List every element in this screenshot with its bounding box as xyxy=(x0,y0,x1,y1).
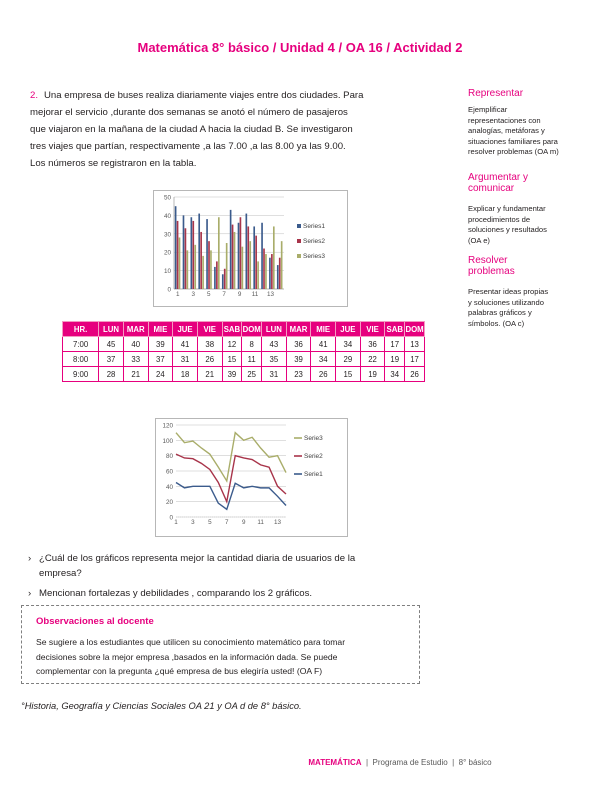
svg-text:50: 50 xyxy=(164,195,172,202)
svg-text:Serie3: Serie3 xyxy=(304,435,323,442)
svg-text:1: 1 xyxy=(174,519,178,526)
svg-text:13: 13 xyxy=(267,291,275,298)
svg-text:11: 11 xyxy=(257,519,264,526)
svg-text:5: 5 xyxy=(207,291,211,298)
svg-text:120: 120 xyxy=(162,423,173,430)
svg-text:20: 20 xyxy=(164,250,172,257)
svg-text:5: 5 xyxy=(208,519,212,526)
svg-text:0: 0 xyxy=(169,515,173,522)
svg-text:9: 9 xyxy=(242,519,246,526)
svg-text:10: 10 xyxy=(164,268,172,275)
svg-text:1: 1 xyxy=(176,291,180,298)
svg-text:20: 20 xyxy=(166,499,174,506)
svg-text:30: 30 xyxy=(164,231,172,238)
svg-text:9: 9 xyxy=(238,291,242,298)
svg-text:Series2: Series2 xyxy=(303,238,325,245)
svg-text:7: 7 xyxy=(225,519,229,526)
svg-text:11: 11 xyxy=(252,291,259,298)
svg-text:80: 80 xyxy=(166,453,174,460)
svg-text:40: 40 xyxy=(164,213,172,220)
svg-text:60: 60 xyxy=(166,469,174,476)
svg-text:3: 3 xyxy=(191,291,195,298)
svg-text:3: 3 xyxy=(191,519,195,526)
svg-text:Series3: Series3 xyxy=(303,253,325,260)
svg-text:0: 0 xyxy=(167,287,171,294)
svg-text:Series1: Series1 xyxy=(303,223,325,230)
svg-text:7: 7 xyxy=(222,291,226,298)
svg-text:40: 40 xyxy=(166,484,174,491)
svg-text:Serie2: Serie2 xyxy=(304,453,323,460)
svg-text:13: 13 xyxy=(274,519,282,526)
svg-text:100: 100 xyxy=(162,438,173,445)
svg-text:Serie1: Serie1 xyxy=(304,471,323,478)
